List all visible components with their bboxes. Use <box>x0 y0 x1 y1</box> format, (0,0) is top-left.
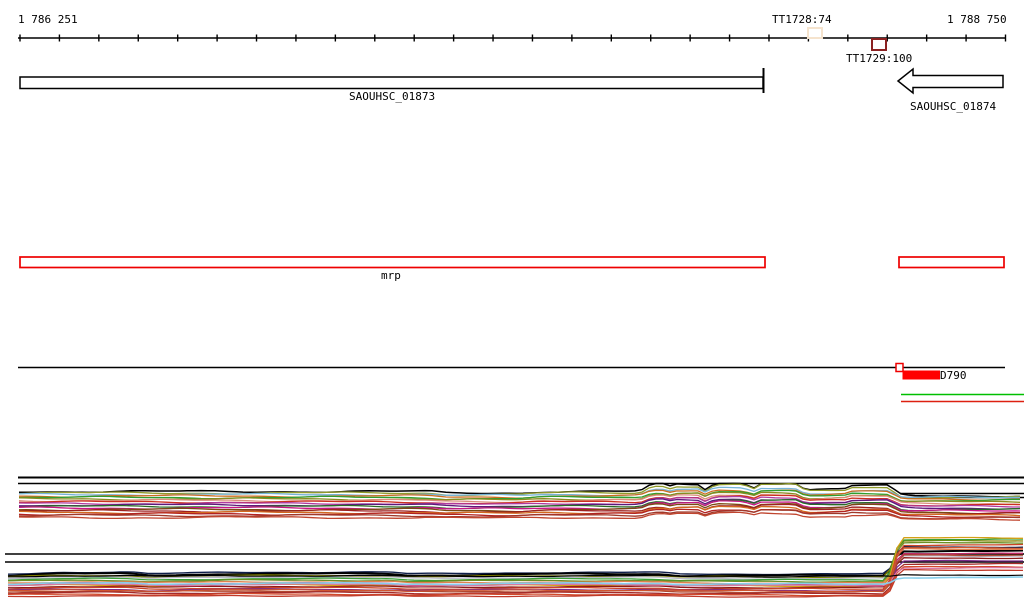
coverage-panel-1[interactable] <box>18 476 1024 521</box>
coverage-line <box>7 543 1024 591</box>
feature-mrp-box[interactable] <box>19 256 766 269</box>
coverage-line <box>18 489 1021 502</box>
panel2-series-group <box>7 536 1024 598</box>
ruler[interactable]: 1 786 251 1 788 750 TT1728:74 TT1729:100 <box>18 13 1007 65</box>
coverage-panel-2[interactable] <box>5 536 1024 598</box>
coverage-line <box>18 511 1021 521</box>
gene-saouhsc-01873-box[interactable] <box>19 76 764 90</box>
coverage-line <box>7 549 1024 578</box>
gene-saouhsc-01874-label: SAOUHSC_01874 <box>910 100 996 113</box>
gene-track: SAOUHSC_01873 SAOUHSC_01874 <box>19 67 1004 113</box>
coverage-line <box>8 546 1023 593</box>
red-feature-track: mrp <box>19 256 1005 282</box>
coverage-line <box>7 541 1024 583</box>
marker-tt1728-box[interactable] <box>807 27 823 39</box>
coverage-line <box>18 509 1021 520</box>
panel1-series-group <box>18 482 1024 521</box>
ruler-ticks <box>19 34 1007 42</box>
dna-track: D790 <box>18 362 1024 403</box>
coverage-line <box>7 568 1023 598</box>
coverage-line <box>7 566 1023 587</box>
marker-tt1729-label: TT1729:100 <box>846 52 912 65</box>
coverage-line <box>7 539 1024 579</box>
marker-tt1728-label: TT1728:74 <box>772 13 832 26</box>
coverage-line <box>7 565 1024 597</box>
feature-unlabeled-box[interactable] <box>898 256 1005 269</box>
coverage-line <box>7 576 1024 586</box>
marker-tt1729-box[interactable] <box>871 38 887 51</box>
coverage-line <box>7 545 1024 576</box>
coverage-line <box>8 574 1024 578</box>
gene-saouhsc-01874-arrow[interactable] <box>896 67 1004 95</box>
coverage-line <box>7 555 1023 580</box>
coverage-line <box>7 538 1024 582</box>
coverage-line <box>7 562 1024 595</box>
coverage-line <box>18 494 1021 507</box>
coverage-line <box>8 557 1024 589</box>
coverage-line <box>18 503 1021 516</box>
ruler-start-label: 1 786 251 <box>18 13 78 26</box>
small-red-marker-box[interactable] <box>895 362 904 373</box>
coverage-line <box>18 483 1021 499</box>
feature-mrp-label: mrp <box>381 269 401 282</box>
feature-d790-label: D790 <box>940 369 967 382</box>
coverage-line <box>18 498 1021 512</box>
feature-d790-block[interactable] <box>902 370 941 380</box>
ruler-end-label: 1 788 750 <box>947 13 1007 26</box>
gene-saouhsc-01873-label: SAOUHSC_01873 <box>349 90 435 103</box>
